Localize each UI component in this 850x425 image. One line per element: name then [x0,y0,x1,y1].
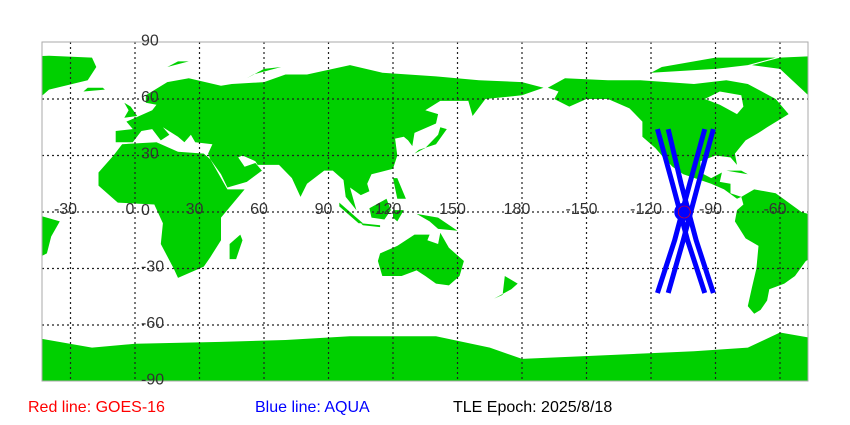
longitude-label: 90 [315,201,333,218]
hudson-bay [704,91,744,115]
axis-labels: -30 0 30 60 90 120 150 180 -150 -120 -90 -60 90 60 30 0… [54,33,787,389]
landmass [416,213,458,231]
legend-red-line: Red line: GOES-16 [28,399,165,416]
aqua-ground-track [655,128,716,294]
longitude-label: -90 [699,201,722,218]
landmass [494,276,518,299]
latitude-label: -60 [141,315,164,332]
longitude-label: -60 [763,201,786,218]
longitude-label: 0 [126,201,135,218]
landmass [42,55,97,96]
landmass [42,336,522,381]
landmass [414,127,447,154]
landmass [229,234,243,260]
landmass [246,67,282,79]
longitude-label: -150 [565,201,597,218]
longitude-label: 180 [504,201,531,218]
landmass [339,202,363,224]
landmass [360,223,381,228]
satellite-position-marker [674,203,693,221]
landmass [0,78,15,199]
longitude-label: 60 [250,201,268,218]
land-layer [0,55,808,381]
landmass [115,65,544,211]
landmass [393,178,406,199]
landmass [734,189,808,314]
tle-epoch: TLE Epoch: 2025/8/18 [453,399,613,416]
graticule [42,42,808,381]
map-frame [41,41,809,382]
latitude-label: 0 [141,202,150,219]
landmass [726,170,748,175]
legend-blue-line: Blue line: AQUA [255,399,370,416]
longitude-label: -120 [630,201,662,218]
longitude-label: -30 [54,201,77,218]
latitude-label: -90 [141,371,164,388]
longitude-label: 30 [186,201,204,218]
landmass [369,198,391,220]
landmass [83,87,105,92]
landmass [522,332,808,381]
landmass [98,142,245,278]
landmass [0,58,2,73]
longitude-label: 150 [439,201,466,218]
landmass [167,61,189,67]
longitude-label: 120 [375,201,402,218]
goes-position-marker [677,205,691,219]
latitude-label: 30 [141,146,159,163]
landmass [752,56,808,95]
latitude-label: 60 [141,89,159,106]
landmass [393,210,404,222]
landmass [124,102,138,118]
landmass [651,57,776,73]
latitude-label: -30 [141,258,164,275]
latitude-label: 90 [141,33,159,50]
landmass [42,216,60,256]
landmass [377,232,464,286]
